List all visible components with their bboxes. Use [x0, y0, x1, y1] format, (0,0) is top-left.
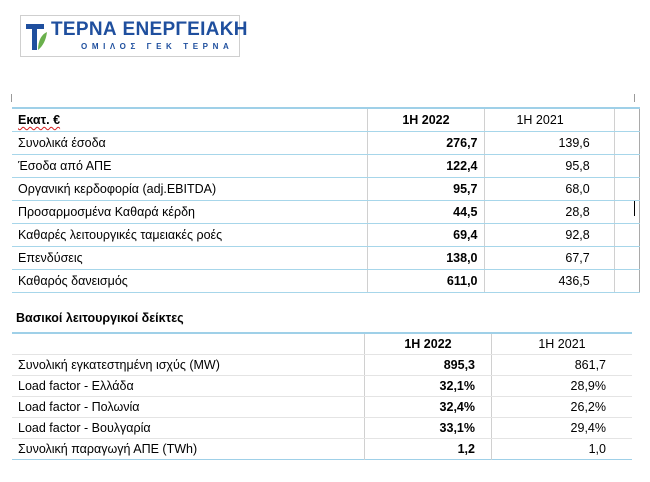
- table-row: Συνολική εγκατεστημένη ισχύς (MW) 895,3 …: [12, 354, 632, 376]
- value-2021: 68,0: [483, 177, 615, 201]
- row-label: Έσοδα από ΑΠΕ: [12, 154, 368, 178]
- table-row: Load factor - Βουλγαρία 33,1% 29,4%: [12, 417, 632, 439]
- value-2022: 32,4%: [364, 396, 492, 418]
- value-2021: 26,2%: [491, 396, 632, 418]
- value-2022: 44,5: [367, 200, 484, 224]
- kpi-table: 1Η 2022 1Η 2021 Συνολική εγκατεστημένη ι…: [12, 332, 632, 460]
- text-cursor: [634, 201, 635, 216]
- table-header-row: 1Η 2022 1Η 2021: [12, 333, 632, 355]
- value-2021: 67,7: [483, 246, 615, 270]
- table-row: Load factor - Ελλάδα 32,1% 28,9%: [12, 375, 632, 397]
- row-label: Συνολικά έσοδα: [12, 131, 368, 155]
- header-col-2022: 1Η 2022: [364, 333, 492, 355]
- table-row: Έσοδα από ΑΠΕ 122,4 95,8: [12, 154, 640, 178]
- row-label: Καθαρές λειτουργικές ταμειακές ροές: [12, 223, 368, 247]
- row-label: Επενδύσεις: [12, 246, 368, 270]
- table-row: Επενδύσεις 138,0 67,7: [12, 246, 640, 270]
- value-2021: 1,0: [491, 438, 632, 460]
- value-2021: 95,8: [483, 154, 615, 178]
- table-row: Load factor - Πολωνία 32,4% 26,2%: [12, 396, 632, 418]
- value-2022: 138,0: [367, 246, 484, 270]
- value-2022: 276,7: [367, 131, 484, 155]
- value-2021: 92,8: [483, 223, 615, 247]
- header-col-2021: 1Η 2021: [483, 108, 615, 132]
- value-2021: 139,6: [483, 131, 615, 155]
- row-label: Προσαρμοσμένα Καθαρά κέρδη: [12, 200, 368, 224]
- company-logo: ΤΕΡΝΑ ΕΝΕΡΓΕΙΑΚΗ ΟΜΙΛΟΣ ΓΕΚ ΤΕΡΝΑ: [20, 15, 247, 57]
- terna-leaf-icon: [26, 24, 47, 50]
- value-2022: 69,4: [367, 223, 484, 247]
- table-row: Συνολικά έσοδα 276,7 139,6: [12, 131, 640, 155]
- header-label: Εκατ. €: [12, 108, 368, 132]
- value-2022: 33,1%: [364, 417, 492, 439]
- value-2022: 122,4: [367, 154, 484, 178]
- row-label: Συνολική παραγωγή ΑΠΕ (TWh): [18, 442, 198, 456]
- financials-table: Εκατ. € 1Η 2022 1Η 2021 Συνολικά έσοδα 2…: [12, 107, 640, 293]
- value-2022: 895,3: [364, 354, 492, 376]
- value-2022: 95,7: [367, 177, 484, 201]
- value-2021: 28,8: [483, 200, 615, 224]
- logo-title: ΤΕΡΝΑ ΕΝΕΡΓΕΙΑΚΗ: [51, 19, 248, 40]
- logo-subtitle: ΟΜΙΛΟΣ ΓΕΚ ΤΕΡΝΑ: [81, 42, 234, 51]
- value-2022: 611,0: [367, 269, 484, 293]
- value-2021: 861,7: [491, 354, 632, 376]
- value-2022: 1,2: [364, 438, 492, 460]
- header-col-2022: 1Η 2022: [367, 108, 484, 132]
- header-col-2021: 1Η 2021: [491, 333, 632, 355]
- table-row: Συνολική παραγωγή ΑΠΕ (TWh) 1,2 1,0: [12, 438, 632, 460]
- value-2021: 28,9%: [491, 375, 632, 397]
- table-header-row: Εκατ. € 1Η 2022 1Η 2021: [12, 108, 640, 132]
- row-label: Load factor - Βουλγαρία: [12, 417, 365, 439]
- row-label: Load factor - Πολωνία: [12, 396, 365, 418]
- table-marker-right: [634, 94, 635, 102]
- row-label: Συνολική εγκατεστημένη ισχύς (MW): [12, 354, 365, 376]
- table-row: Καθαρές λειτουργικές ταμειακές ροές 69,4…: [12, 223, 640, 247]
- table-row: Καθαρός δανεισμός 611,0 436,5: [12, 269, 640, 293]
- table-row: Προσαρμοσμένα Καθαρά κέρδη 44,5 28,8: [12, 200, 640, 224]
- row-label: Οργανική κερδοφορία (adj.EBITDA): [12, 177, 368, 201]
- row-label: Καθαρός δανεισμός: [12, 269, 368, 293]
- row-label: Load factor - Ελλάδα: [12, 375, 365, 397]
- kpi-section-title: Βασικοί λειτουργικοί δείκτες: [16, 311, 184, 325]
- value-2021: 29,4%: [491, 417, 632, 439]
- table-marker-left: [11, 94, 12, 102]
- table-row: Οργανική κερδοφορία (adj.EBITDA) 95,7 68…: [12, 177, 640, 201]
- value-2022: 32,1%: [364, 375, 492, 397]
- value-2021: 436,5: [483, 269, 615, 293]
